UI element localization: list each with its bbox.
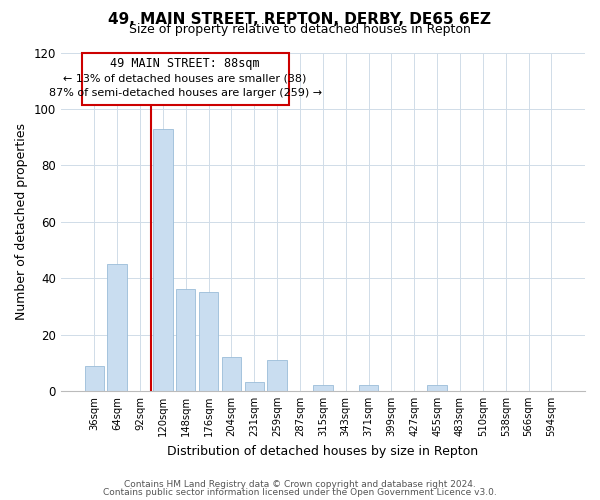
Bar: [313, 386, 332, 391]
Text: ← 13% of detached houses are smaller (38): ← 13% of detached houses are smaller (38…: [64, 74, 307, 84]
Bar: [176, 290, 196, 391]
Bar: [199, 292, 218, 391]
Text: Size of property relative to detached houses in Repton: Size of property relative to detached ho…: [129, 22, 471, 36]
Bar: [359, 386, 379, 391]
Bar: [153, 128, 173, 391]
X-axis label: Distribution of detached houses by size in Repton: Distribution of detached houses by size …: [167, 444, 478, 458]
Bar: [427, 386, 447, 391]
Text: Contains HM Land Registry data © Crown copyright and database right 2024.: Contains HM Land Registry data © Crown c…: [124, 480, 476, 489]
Text: 87% of semi-detached houses are larger (259) →: 87% of semi-detached houses are larger (…: [49, 88, 322, 98]
Text: 49, MAIN STREET, REPTON, DERBY, DE65 6EZ: 49, MAIN STREET, REPTON, DERBY, DE65 6EZ: [109, 12, 491, 28]
Text: 49 MAIN STREET: 88sqm: 49 MAIN STREET: 88sqm: [110, 58, 260, 70]
Bar: [222, 357, 241, 391]
Text: Contains public sector information licensed under the Open Government Licence v3: Contains public sector information licen…: [103, 488, 497, 497]
FancyBboxPatch shape: [82, 52, 289, 104]
Y-axis label: Number of detached properties: Number of detached properties: [15, 123, 28, 320]
Bar: [245, 382, 264, 391]
Bar: [107, 264, 127, 391]
Bar: [85, 366, 104, 391]
Bar: [268, 360, 287, 391]
